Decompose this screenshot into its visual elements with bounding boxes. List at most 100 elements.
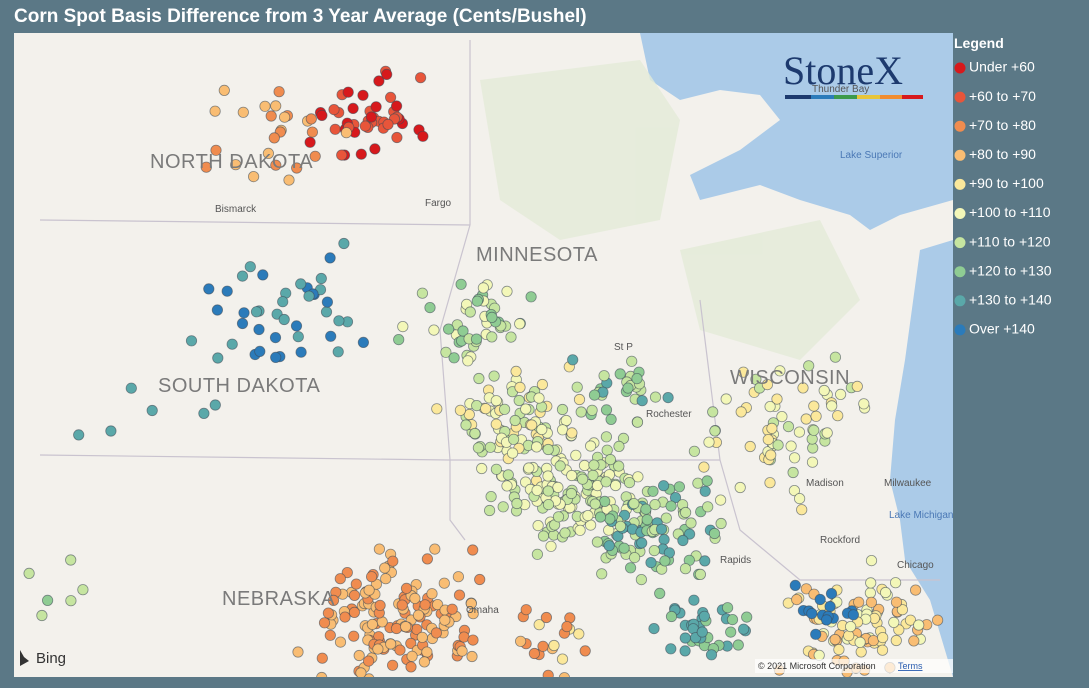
location-dot bbox=[854, 636, 866, 648]
place-label: Lake Michigan bbox=[889, 510, 953, 521]
location-dot bbox=[864, 587, 877, 599]
location-dot bbox=[486, 331, 498, 343]
place-label: Bismarck bbox=[215, 204, 257, 215]
location-dot bbox=[699, 555, 711, 567]
location-dot bbox=[464, 306, 476, 318]
location-dot bbox=[605, 413, 617, 425]
location-dot bbox=[797, 382, 809, 394]
location-dot bbox=[363, 584, 375, 596]
location-dot bbox=[587, 469, 599, 481]
location-dot bbox=[486, 311, 498, 323]
location-dot bbox=[735, 406, 747, 418]
location-dot bbox=[708, 527, 721, 540]
place-label: Chicago bbox=[897, 560, 934, 571]
location-dot bbox=[703, 436, 715, 448]
location-dot bbox=[737, 623, 750, 635]
location-dot bbox=[913, 619, 925, 631]
location-dot bbox=[586, 404, 598, 416]
location-dot bbox=[455, 278, 467, 290]
state-label: WISCONSIN bbox=[730, 367, 850, 389]
location-dot bbox=[589, 498, 601, 510]
location-dot bbox=[622, 382, 634, 394]
location-dot bbox=[556, 403, 569, 416]
location-dot bbox=[782, 420, 795, 433]
location-dot bbox=[826, 400, 838, 412]
location-dot bbox=[764, 400, 776, 413]
location-dot bbox=[327, 594, 340, 607]
location-dot bbox=[865, 577, 877, 589]
location-dot bbox=[520, 604, 532, 616]
location-dot bbox=[448, 352, 460, 364]
location-dot bbox=[325, 330, 337, 342]
location-dot bbox=[635, 573, 648, 586]
location-dot bbox=[537, 530, 550, 542]
location-dot bbox=[533, 392, 545, 404]
location-dot bbox=[665, 610, 678, 623]
location-dot bbox=[339, 611, 351, 623]
location-dot bbox=[829, 351, 842, 363]
location-dot bbox=[525, 291, 537, 303]
legend-label: +80 to +90 bbox=[969, 146, 1036, 162]
location-dot bbox=[613, 460, 625, 472]
location-dot bbox=[362, 655, 375, 667]
location-dot bbox=[400, 621, 412, 633]
location-dot bbox=[200, 161, 212, 173]
location-dot bbox=[890, 596, 903, 608]
map: NORTH DAKOTA MINNESOTA SOUTH DAKOTA WISC… bbox=[14, 33, 953, 677]
location-dot bbox=[438, 577, 450, 589]
location-dot bbox=[355, 148, 367, 160]
location-dot bbox=[813, 649, 825, 661]
location-dot bbox=[36, 609, 48, 622]
state-label: SOUTH DAKOTA bbox=[158, 375, 320, 397]
location-dot bbox=[238, 307, 250, 319]
location-dot bbox=[537, 640, 549, 652]
location-dot bbox=[428, 324, 440, 336]
location-dot bbox=[648, 622, 660, 635]
location-dot bbox=[370, 101, 382, 113]
location-dot bbox=[800, 583, 812, 595]
location-dot bbox=[832, 410, 844, 422]
location-dot bbox=[490, 395, 502, 407]
lake-michigan bbox=[890, 240, 953, 677]
location-dot bbox=[582, 509, 594, 522]
location-dot bbox=[509, 414, 521, 427]
location-dot bbox=[268, 132, 280, 144]
location-dot bbox=[843, 630, 855, 642]
location-dot bbox=[198, 407, 210, 419]
location-dot bbox=[497, 501, 509, 513]
location-dot bbox=[237, 106, 249, 118]
location-dot bbox=[876, 644, 889, 656]
location-dot bbox=[851, 380, 863, 392]
location-dot bbox=[230, 159, 242, 171]
location-dot bbox=[793, 492, 806, 505]
location-dot bbox=[545, 540, 557, 552]
location-dot bbox=[532, 519, 544, 532]
location-dot bbox=[600, 431, 613, 443]
location-dot bbox=[514, 381, 526, 393]
location-dot bbox=[212, 352, 224, 364]
location-dot bbox=[305, 113, 317, 125]
location-dot bbox=[604, 453, 617, 466]
location-dot bbox=[631, 416, 644, 428]
location-dot bbox=[262, 147, 274, 159]
legend-label: +110 to +120 bbox=[969, 233, 1051, 249]
location-dot bbox=[649, 498, 661, 511]
location-dot bbox=[257, 269, 269, 281]
location-dot bbox=[359, 120, 371, 132]
dot-layer bbox=[23, 65, 944, 677]
location-dot bbox=[226, 338, 238, 350]
terms-link[interactable]: Terms bbox=[898, 661, 923, 671]
location-dot bbox=[269, 331, 282, 344]
legend-swatch bbox=[954, 237, 966, 249]
location-dot bbox=[334, 636, 347, 648]
location-dot bbox=[303, 290, 315, 302]
location-dot bbox=[473, 372, 485, 385]
location-dot bbox=[397, 320, 409, 333]
attribution-bg bbox=[755, 659, 953, 673]
location-dot bbox=[636, 395, 648, 407]
location-dot bbox=[523, 462, 535, 474]
location-dot bbox=[603, 540, 615, 552]
location-dot bbox=[318, 617, 331, 629]
location-dot bbox=[762, 433, 774, 446]
location-dot bbox=[338, 237, 350, 250]
